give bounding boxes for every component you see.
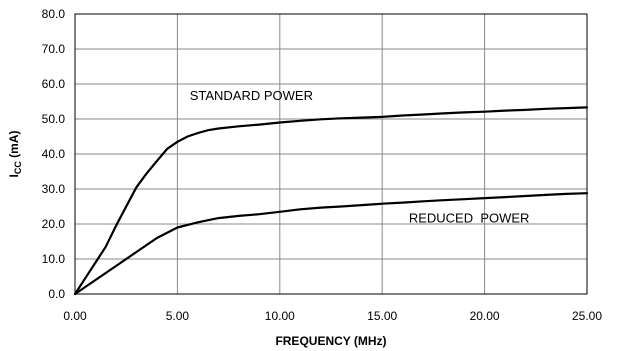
y-tick-label: 0.0 — [48, 287, 65, 301]
y-tick-label: 50.0 — [42, 112, 66, 126]
x-tick-labels: 0.00 5.00 10.00 15.00 20.00 25.00 — [63, 309, 602, 323]
x-tick-label: 25.00 — [572, 309, 602, 323]
x-tick-label: 15.00 — [367, 309, 397, 323]
series-line-standard-power — [73, 106, 589, 296]
y-tick-label: 20.0 — [42, 217, 66, 231]
x-tick-label: 20.00 — [470, 309, 500, 323]
annotation-standard-power: STANDARD POWER — [190, 88, 313, 103]
x-axis-title: FREQUENCY (MHz) — [275, 334, 386, 348]
y-tick-label: 10.0 — [42, 252, 66, 266]
y-axis-title-subscript: CC — [13, 161, 23, 174]
y-tick-label: 40.0 — [42, 147, 66, 161]
y-axis-title-unit: (mA) — [7, 130, 21, 161]
x-tick-label: 0.00 — [63, 309, 87, 323]
x-tick-label: 10.00 — [265, 309, 295, 323]
series-line-reduced-power — [73, 192, 589, 296]
y-axis-title: ICC (mA) — [7, 130, 23, 177]
y-axis-title-main: I — [7, 174, 21, 177]
y-tick-label: 60.0 — [42, 77, 66, 91]
annotation-reduced-power: REDUCED POWER — [409, 210, 530, 225]
y-tick-labels: 0.0 10.0 20.0 30.0 40.0 50.0 60.0 70.0 80.0 — [42, 7, 66, 301]
y-tick-label: 70.0 — [42, 42, 66, 56]
y-tick-label: 30.0 — [42, 182, 66, 196]
annotation-layer: STANDARD POWER REDUCED POWER — [190, 88, 530, 226]
x-tick-label: 5.00 — [166, 309, 190, 323]
grid-layer — [75, 14, 587, 294]
plot-frame — [74, 13, 588, 295]
series-layer — [73, 106, 589, 296]
y-tick-label: 80.0 — [42, 7, 66, 21]
